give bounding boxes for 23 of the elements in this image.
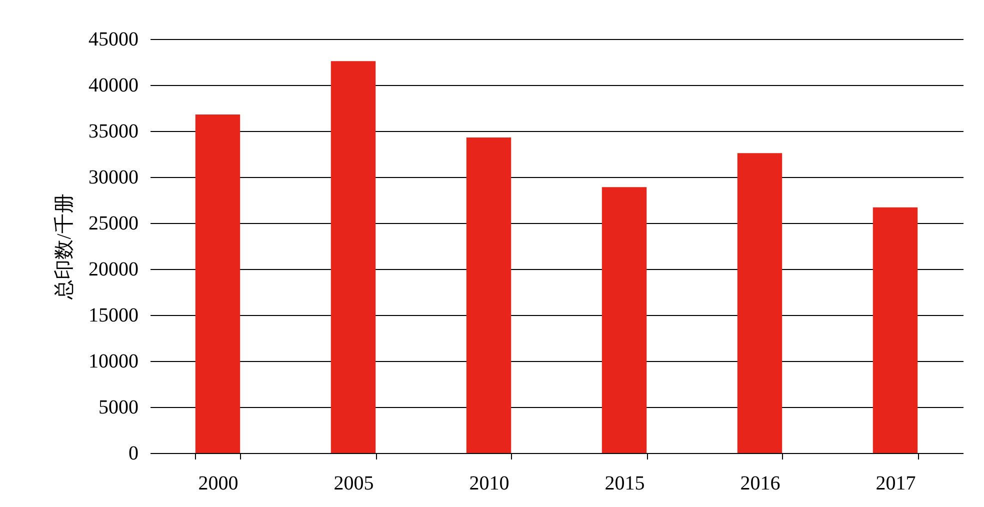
y-tick-label: 15000 [88, 304, 138, 326]
x-tick-label: 2016 [740, 472, 780, 494]
y-tick-label: 20000 [88, 258, 138, 280]
y-tick-label: 40000 [88, 74, 138, 96]
y-axis-title: 总印数/千册 [54, 194, 76, 300]
bar [330, 61, 376, 453]
bar [466, 137, 512, 453]
x-tick-label: 2005 [334, 472, 374, 494]
bar [195, 114, 240, 453]
y-tick-label: 10000 [88, 350, 138, 372]
y-tick-label: 0 [128, 442, 138, 464]
bar [872, 207, 918, 453]
x-tick-label: 2010 [469, 472, 510, 494]
x-tick-label: 2015 [604, 472, 645, 494]
y-tick-label: 25000 [88, 212, 138, 234]
y-tick-label: 45000 [88, 28, 138, 50]
y-tick-label: 5000 [98, 396, 138, 418]
bar [602, 187, 647, 453]
bar [737, 153, 782, 453]
y-tick-label: 35000 [88, 120, 138, 142]
y-tick-label: 30000 [88, 166, 138, 188]
x-tick-label: 2017 [876, 472, 916, 494]
x-tick-label: 2000 [198, 472, 238, 494]
